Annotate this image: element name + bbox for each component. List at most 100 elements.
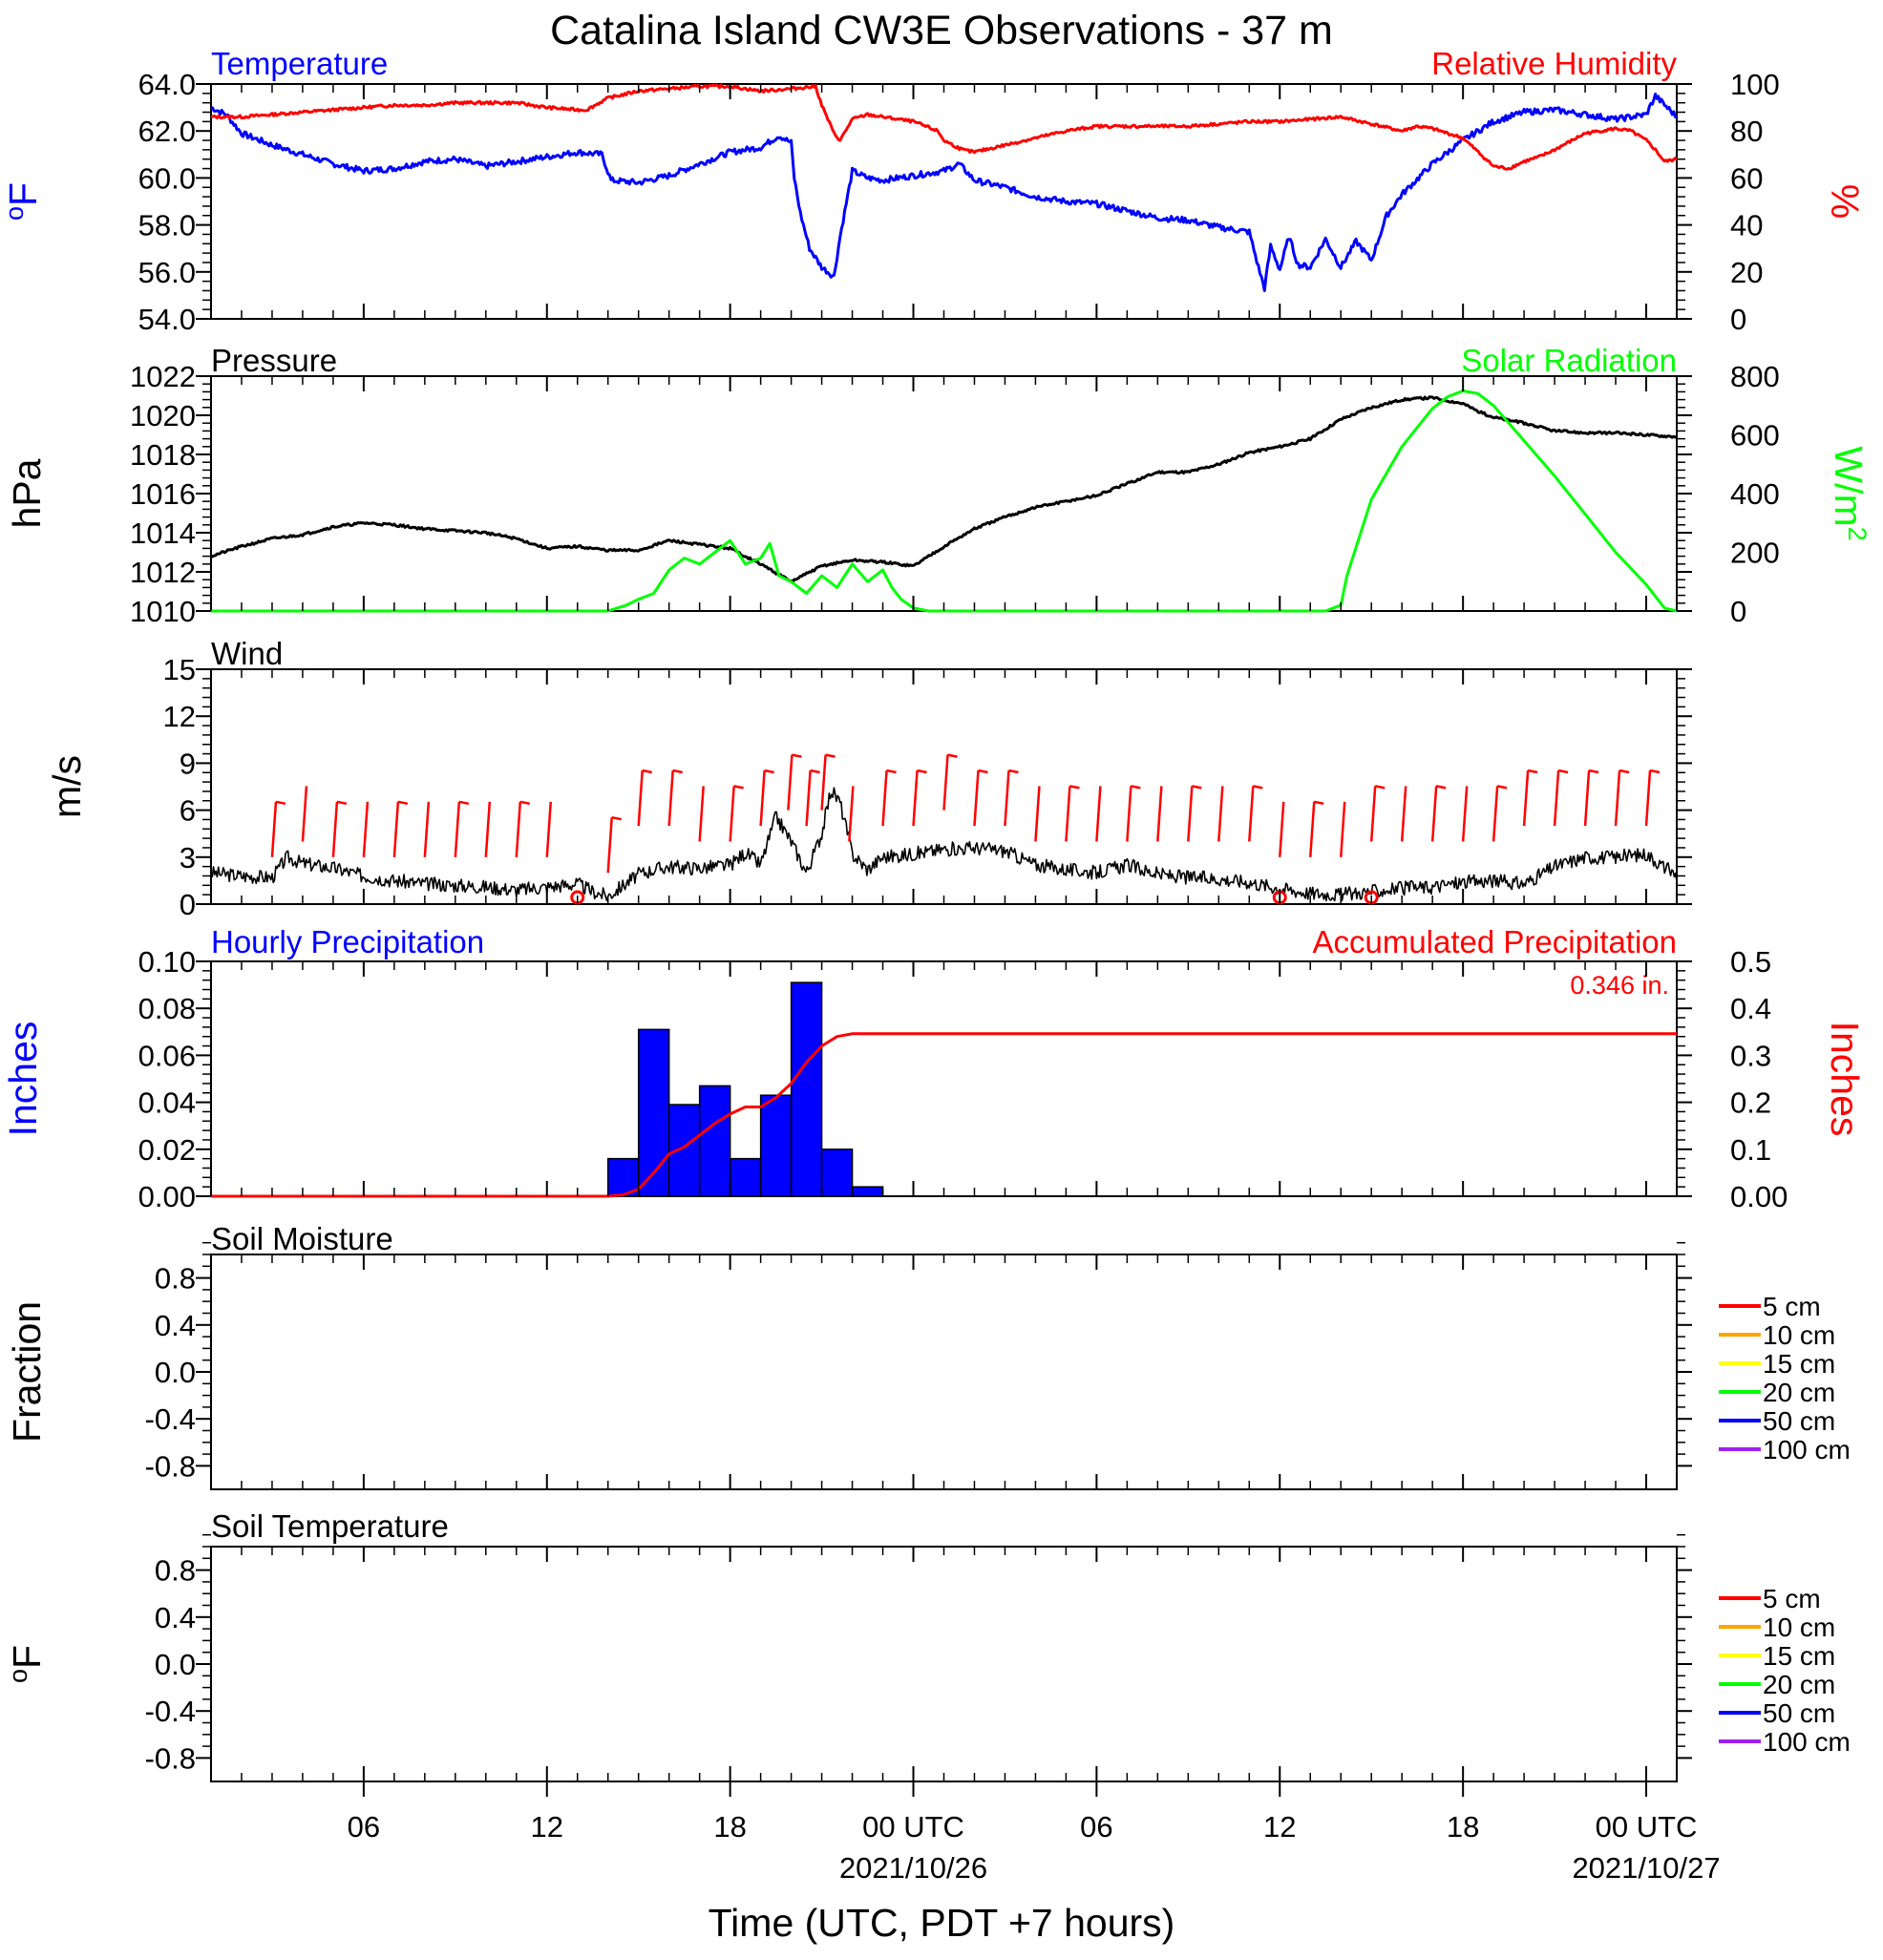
barb-staff	[1614, 769, 1621, 827]
soil-temp-axis-label: oF	[4, 1645, 49, 1683]
y-tick-label: 0.04	[138, 1086, 196, 1120]
barb-flag	[275, 800, 286, 806]
barb-flag	[1253, 785, 1263, 790]
wind-barb	[1156, 786, 1163, 842]
barb-staff	[848, 786, 855, 842]
solar-title: Solar Radiation	[1461, 343, 1677, 378]
barb-staff	[301, 786, 308, 842]
wind-barb	[1583, 769, 1599, 827]
barb-staff	[1369, 786, 1377, 842]
soil-temp-frame	[210, 1546, 1678, 1782]
barb-staff	[1400, 786, 1407, 842]
barb-staff	[1187, 786, 1194, 842]
y-tick-label: -0.8	[145, 1449, 196, 1483]
barb-staff	[362, 801, 370, 857]
y-tick-label: 20	[1730, 256, 1763, 289]
barb-flag	[1649, 769, 1661, 774]
y-tick-label: 0.10	[138, 945, 196, 979]
wind-barb	[392, 800, 409, 857]
solar-tick-labels: 0 200 400 600 800	[1730, 360, 1780, 628]
barb-staff	[270, 801, 278, 857]
hourly-precip-title: Hourly Precipitation	[211, 924, 484, 959]
barb-flag	[397, 800, 409, 806]
y-tick-label: 1018	[130, 438, 196, 472]
legend-label: 50 cm	[1763, 1698, 1835, 1728]
y-tick-label: -0.4	[145, 1402, 196, 1436]
y-tick-label: 0.8	[155, 1554, 196, 1588]
precip-bar	[759, 1094, 793, 1197]
barb-staff	[392, 801, 400, 857]
wind-barb	[1065, 785, 1080, 842]
y-tick-label: 1020	[130, 399, 196, 432]
barb-flag	[1435, 785, 1447, 790]
pressure-title: Pressure	[211, 343, 337, 378]
precip-bar	[729, 1157, 762, 1197]
wind-barb	[1614, 769, 1630, 827]
barb-flag	[1008, 769, 1019, 774]
barb-flag	[519, 800, 531, 806]
barb-flag	[825, 753, 836, 758]
wind-barb	[848, 786, 855, 842]
barb-flag	[764, 769, 774, 774]
y-tick-label: 800	[1730, 360, 1780, 393]
y-tick-label: 0.8	[155, 1262, 196, 1296]
barb-staff	[515, 801, 522, 857]
soil-temp-title: Soil Temperature	[211, 1508, 449, 1544]
wind-barb	[1095, 786, 1102, 842]
barb-flag	[672, 769, 683, 774]
barb-staff	[606, 817, 613, 874]
wind-barb	[1187, 785, 1202, 842]
y-tick-label: 0.4	[155, 1601, 196, 1634]
wind-barb	[637, 769, 652, 827]
x-tick-label: 06	[1080, 1810, 1112, 1844]
soil-moisture-title: Soil Moisture	[211, 1221, 393, 1256]
wind-barb	[1553, 769, 1569, 827]
solar-axis-label: W/m2	[1827, 446, 1872, 540]
barb-flag	[1314, 800, 1324, 806]
accum-precip-axis-label: Inches	[1823, 1022, 1867, 1137]
y-tick-label: 54.0	[138, 303, 196, 336]
barb-staff	[1430, 786, 1438, 842]
barb-flag	[1069, 785, 1080, 790]
legend-label: 5 cm	[1763, 1584, 1821, 1613]
y-tick-label: 0.5	[1730, 945, 1771, 979]
figure-title: Catalina Island CW3E Observations - 37 m	[550, 8, 1333, 53]
barb-staff	[1492, 786, 1499, 842]
y-tick-label: 60	[1730, 161, 1763, 195]
wind-series	[210, 753, 1678, 905]
legend-label: 10 cm	[1763, 1612, 1835, 1642]
wind-barb	[1369, 785, 1386, 842]
barb-flag	[611, 815, 622, 821]
wind-barb	[301, 786, 308, 842]
barb-flag	[733, 785, 744, 790]
y-tick-label: 200	[1730, 537, 1780, 570]
legend-label: 10 cm	[1763, 1320, 1835, 1350]
y-tick-label: 3	[180, 841, 196, 875]
time-axis-label: Time (UTC, PDT +7 hours)	[709, 1901, 1175, 1945]
barb-staff	[484, 801, 492, 857]
y-tick-label: 0.00	[138, 1180, 196, 1213]
barb-flag	[1374, 785, 1386, 790]
wind-barb	[787, 753, 802, 811]
barb-flag	[458, 800, 470, 806]
barb-staff	[637, 769, 644, 827]
wind-title: Wind	[211, 636, 283, 671]
soil-moisture-panel: Soil Moisture Fraction -0.8 -0.4 0.0 0.4 0.8…	[5, 1221, 1851, 1490]
y-tick-label: 0	[180, 888, 196, 921]
barb-staff	[1461, 786, 1469, 842]
temperature-axis-label: oF	[0, 182, 45, 221]
barb-flag	[1588, 769, 1599, 774]
wind-barb	[515, 800, 531, 857]
y-tick-label: 58.0	[138, 209, 196, 242]
barb-flag	[978, 769, 988, 774]
barb-staff	[331, 801, 339, 857]
barb-staff	[1248, 786, 1255, 842]
wind-tick-labels: 0 3 6 9 12 15	[163, 653, 1692, 921]
temperature-title: Temperature	[211, 46, 388, 81]
legend-label: 50 cm	[1763, 1406, 1835, 1436]
barb-staff	[1309, 801, 1316, 857]
wind-barb	[729, 785, 744, 842]
x-tick-date: 2021/10/27	[1572, 1851, 1720, 1885]
y-tick-label: 1010	[130, 595, 196, 628]
